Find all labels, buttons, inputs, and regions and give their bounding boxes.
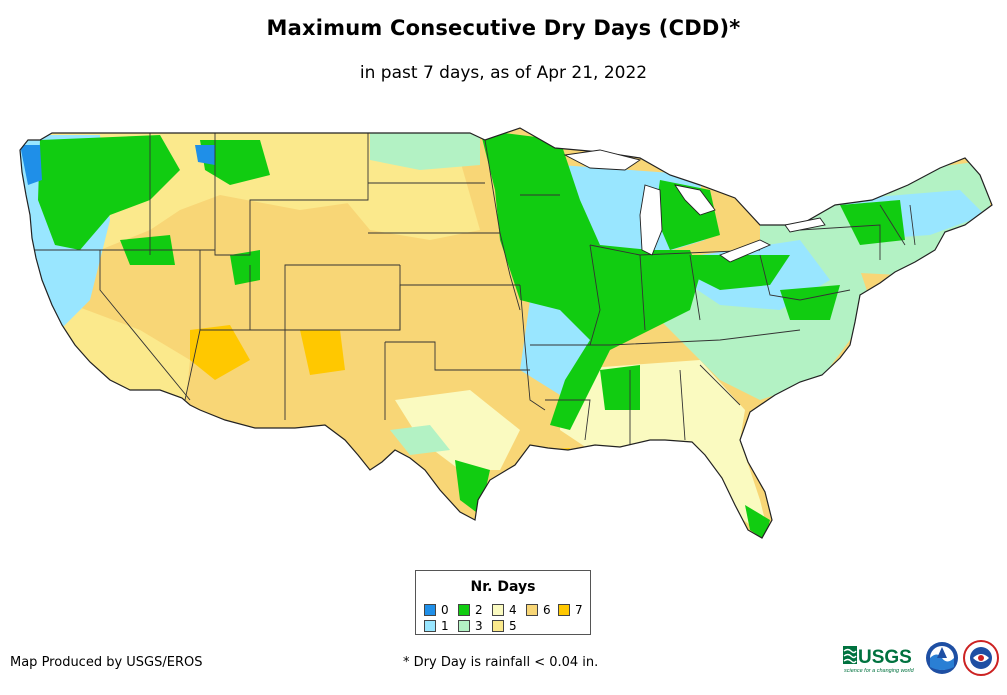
legend-swatch-1 — [424, 620, 436, 632]
legend-item-3: 3 — [458, 619, 483, 633]
legend-swatch-4 — [492, 604, 504, 616]
usgs-tagline: science for a changing world — [844, 668, 915, 674]
usgs-logo-icon: USGS science for a changing world — [843, 646, 915, 674]
legend-label-4: 4 — [509, 603, 517, 617]
legend-item-7: 7 — [558, 603, 583, 617]
legend-swatch-0 — [424, 604, 436, 616]
legend-swatch-6 — [526, 604, 538, 616]
footnote: * Dry Day is rainfall < 0.04 in. — [403, 655, 599, 670]
legend-label-2: 2 — [475, 603, 483, 617]
legend-item-4: 4 — [492, 603, 517, 617]
legend-label-1: 1 — [441, 619, 449, 633]
legend-swatch-5 — [492, 620, 504, 632]
nws-logo-icon — [963, 640, 999, 676]
noaa-logo-icon — [926, 642, 958, 674]
map-subtitle: in past 7 days, as of Apr 21, 2022 — [359, 63, 648, 83]
legend-label-3: 3 — [475, 619, 483, 633]
legend-item-1: 1 — [424, 619, 449, 633]
legend-swatch-3 — [458, 620, 470, 632]
agency-logos: USGS science for a changing world — [843, 640, 999, 676]
legend-item-6: 6 — [526, 603, 551, 617]
legend-box: Nr. Days 0 1 2 3 4 5 6 7 — [415, 570, 591, 635]
legend-title: Nr. Days — [470, 579, 536, 595]
legend-item-2: 2 — [458, 603, 483, 617]
legend-label-6: 6 — [543, 603, 551, 617]
legend-swatch-2 — [458, 604, 470, 616]
map-credit: Map Produced by USGS/EROS — [10, 655, 203, 670]
map-title: Maximum Consecutive Dry Days (CDD)* — [266, 16, 741, 40]
usgs-logo-text: USGS — [858, 647, 912, 668]
legend-label-5: 5 — [509, 619, 517, 633]
legend-swatch-7 — [558, 604, 570, 616]
legend-item-0: 0 — [424, 603, 449, 617]
legend-label-7: 7 — [575, 603, 583, 617]
legend-item-5: 5 — [492, 619, 517, 633]
legend-label-0: 0 — [441, 603, 449, 617]
